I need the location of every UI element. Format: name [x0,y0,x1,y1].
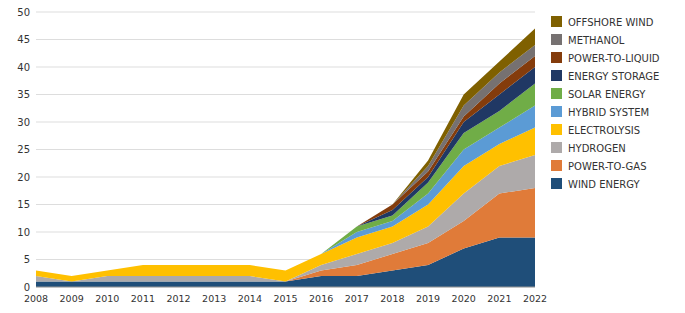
x-tick-label: 2010 [95,293,119,304]
x-tick-label: 2022 [523,293,547,304]
legend-swatch [551,70,562,81]
x-axis-line [36,287,535,288]
legend-label: SOLAR ENERGY [568,89,646,100]
legend-label: POWER-TO-LIQUID [568,53,660,64]
legend-label: OFFSHORE WIND [568,17,654,28]
legend: OFFSHORE WIND METHANOL POWER-TO-LIQUID ENER… [551,16,660,190]
legend-label: POWER-TO-GAS [568,161,647,172]
legend-label: METHANOL [568,35,625,46]
area [36,29,535,277]
legend-swatch [551,34,562,45]
y-tick-label: 15 [17,199,30,210]
grid-line [36,67,535,68]
legend-swatch [551,160,562,171]
x-tick-label: 2018 [380,293,404,304]
y-tick-label: 45 [17,34,30,45]
y-tick-label: 40 [17,62,30,73]
x-tick-label: 2016 [309,293,333,304]
legend-swatch [551,124,562,135]
grid-line [36,94,535,95]
legend-label: ENERGY STORAGE [568,71,659,82]
y-tick-label: 50 [17,7,30,18]
x-tick-label: 2008 [24,293,48,304]
y-tick-label: 35 [17,89,30,100]
legend-swatch [551,106,562,117]
area [36,56,535,276]
grid-line [36,39,535,40]
y-tick-label: 30 [17,117,30,128]
x-tick-label: 2015 [273,293,297,304]
x-tick-label: 2021 [487,293,511,304]
legend-label: HYBRID SYSTEM [568,107,649,118]
area [36,67,535,276]
area [36,45,535,276]
x-tick-label: 2019 [416,293,440,304]
legend-label: HYDROGEN [568,143,626,154]
legend-swatch [551,16,562,27]
legend-swatch [551,52,562,63]
x-tick-label: 2012 [166,293,190,304]
y-tick-label: 20 [17,172,30,183]
legend-label: ELECTROLYSIS [568,125,640,136]
grid-line [36,287,535,288]
x-tick-label: 2014 [238,293,262,304]
y-tick-label: 10 [17,227,30,238]
grid [36,12,535,287]
legend-swatch [551,142,562,153]
x-tick-label: 2020 [452,293,476,304]
y-tick-label: 5 [24,254,30,265]
chart: 0 5 10 15 20 25 30 35 40 45 50 2008 2009 2010 2011 2012… [0,0,685,313]
legend-label: WIND ENERGY [568,179,641,190]
x-tick-label: 2011 [131,293,155,304]
x-tick-label: 2013 [202,293,226,304]
legend-swatch [551,178,562,189]
grid-line [36,12,535,13]
y-tick-label: 0 [24,282,30,293]
y-tick-label: 25 [17,144,30,155]
x-tick-label: 2009 [60,293,84,304]
x-tick-label: 2017 [345,293,369,304]
legend-swatch [551,88,562,99]
areas [36,29,535,288]
